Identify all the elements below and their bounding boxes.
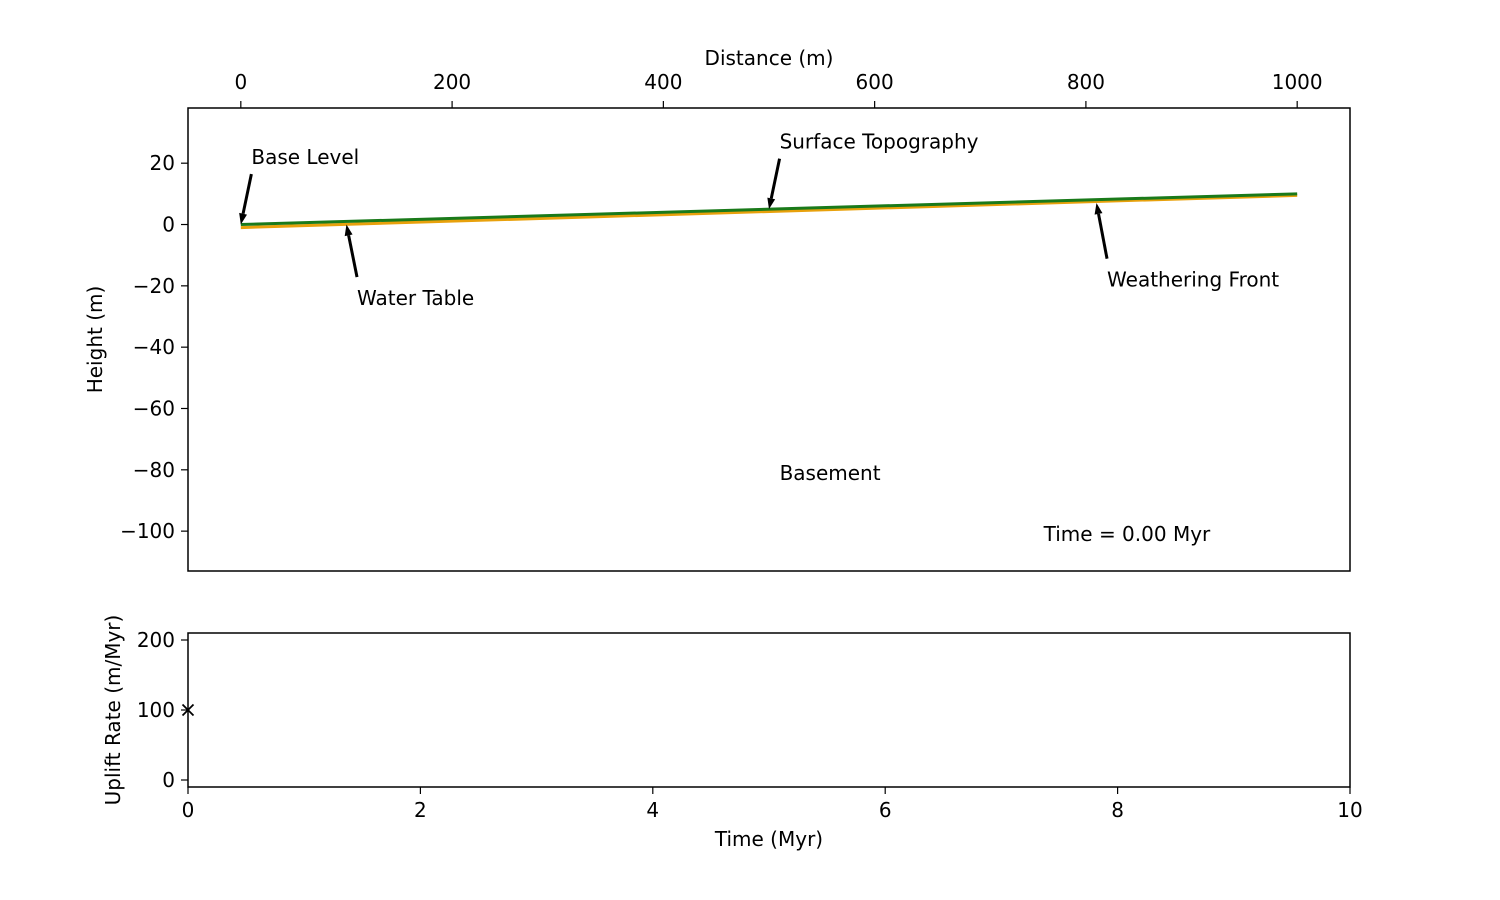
time-axis-ticks: 0 2 4 6 8 10 (182, 787, 1363, 822)
uplift-chart: 0 2 4 6 8 10 0 100 200 Time (Myr) Uplift Rate (… (101, 615, 1363, 851)
annotation-arrow-head (239, 212, 247, 225)
annotation-arrow-shaft (769, 158, 782, 199)
annotation-label: Basement (780, 461, 881, 485)
time-tick-label: 2 (414, 798, 427, 822)
height-tick-label: 20 (150, 151, 175, 175)
distance-tick-label: 800 (1067, 70, 1105, 94)
uplift-tick-label: 200 (137, 628, 175, 652)
distance-tick-label: 600 (856, 70, 894, 94)
distance-tick-label: 200 (433, 70, 471, 94)
time-axis-label: Time (Myr) (714, 827, 823, 851)
time-tick-label: 6 (879, 798, 892, 822)
time-tick-label: 10 (1337, 798, 1362, 822)
time-tick-label: 0 (182, 798, 195, 822)
distance-tick-label: 0 (234, 70, 247, 94)
height-tick-label: −60 (133, 396, 175, 420)
annotation-arrow-shaft (347, 235, 359, 278)
height-tick-label: −20 (133, 274, 175, 298)
distance-tick-label: 1000 (1272, 70, 1323, 94)
uplift-plot-frame (187, 632, 1351, 788)
weathering-front-line (240, 193, 1298, 230)
height-tick-label: −80 (133, 458, 175, 482)
height-axis-ticks: 20 0 −20 −40 −60 −80 −100 (120, 151, 188, 543)
uplift-tick-label: 0 (162, 768, 175, 792)
distance-axis-ticks: 0 200 400 600 800 1000 (234, 70, 1323, 108)
annotation-arrow-head (344, 224, 353, 237)
height-tick-label: 0 (162, 213, 175, 237)
annotation-label: Water Table (357, 286, 474, 310)
annotation-label: Time = 0.00 Myr (1043, 522, 1211, 546)
annotation-arrow-shaft (241, 173, 253, 215)
profile-chart: 0 200 400 600 800 1000 200−20−40−60−80−100 Ba… (83, 46, 1351, 572)
distance-tick-label: 400 (644, 70, 682, 94)
annotation-label: Surface Topography (780, 130, 979, 154)
annotation-label: Base Level (251, 145, 359, 169)
annotation-arrow-shaft (1097, 213, 1109, 259)
time-tick-label: 8 (1111, 798, 1124, 822)
uplift-axis-label: Uplift Rate (m/Myr) (101, 615, 125, 806)
annotation-label: Weathering Front (1107, 268, 1279, 292)
height-tick-label: −100 (120, 519, 175, 543)
annotation-arrow-head (1094, 203, 1103, 215)
uplift-tick-label: 100 (137, 698, 175, 722)
distance-axis-label: Distance (m) (705, 46, 834, 70)
profile-plot-frame (187, 107, 1351, 572)
uplift-axis-ticks: 0 100 200 (137, 628, 188, 792)
height-axis-label: Height (m) (83, 286, 107, 394)
profile-annotations: Base Level Surface Topography Water Table W… (239, 130, 1279, 546)
annotation-arrow-head (767, 197, 776, 210)
time-tick-label: 4 (646, 798, 659, 822)
height-tick-label: −40 (133, 335, 175, 359)
